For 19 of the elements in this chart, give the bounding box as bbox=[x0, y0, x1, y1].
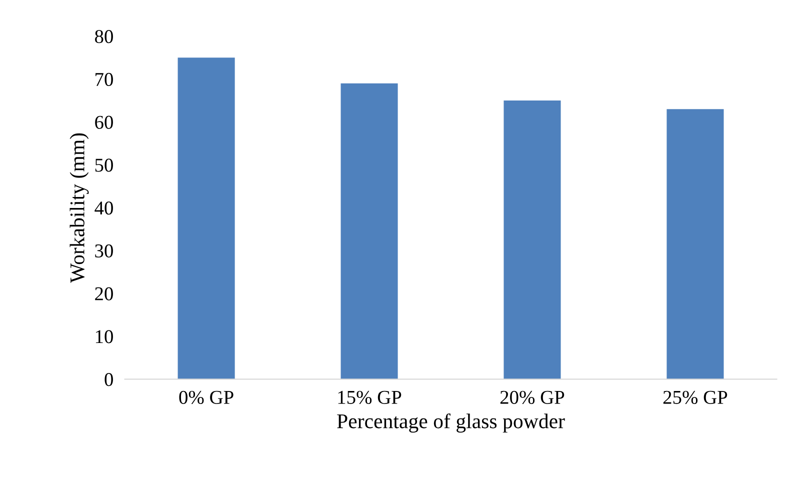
y-tick-label: 50 bbox=[95, 158, 113, 172]
x-axis-title: Percentage of glass powder bbox=[337, 413, 565, 433]
y-tick-label: 30 bbox=[95, 244, 113, 258]
y-axis-title: Workability (mm) bbox=[70, 133, 89, 283]
bar bbox=[340, 83, 398, 380]
y-tick-label: 40 bbox=[94, 202, 113, 215]
x-tick-label: 0% GP bbox=[179, 390, 234, 404]
y-tick-label: 80 bbox=[95, 30, 113, 44]
x-tick-label: 15% GP bbox=[338, 390, 402, 404]
y-tick-label: 60 bbox=[95, 116, 113, 129]
x-tick-label: 25% GP bbox=[663, 390, 728, 404]
y-tick-label: 70 bbox=[96, 72, 113, 86]
bar bbox=[178, 58, 235, 380]
y-tick-label: 10 bbox=[96, 330, 113, 344]
y-tick-label: 0 bbox=[104, 372, 113, 386]
bar bbox=[504, 100, 561, 380]
y-tick-label: 20 bbox=[95, 287, 113, 300]
bar bbox=[666, 109, 724, 380]
x-tick-label: 20% GP bbox=[500, 390, 564, 404]
